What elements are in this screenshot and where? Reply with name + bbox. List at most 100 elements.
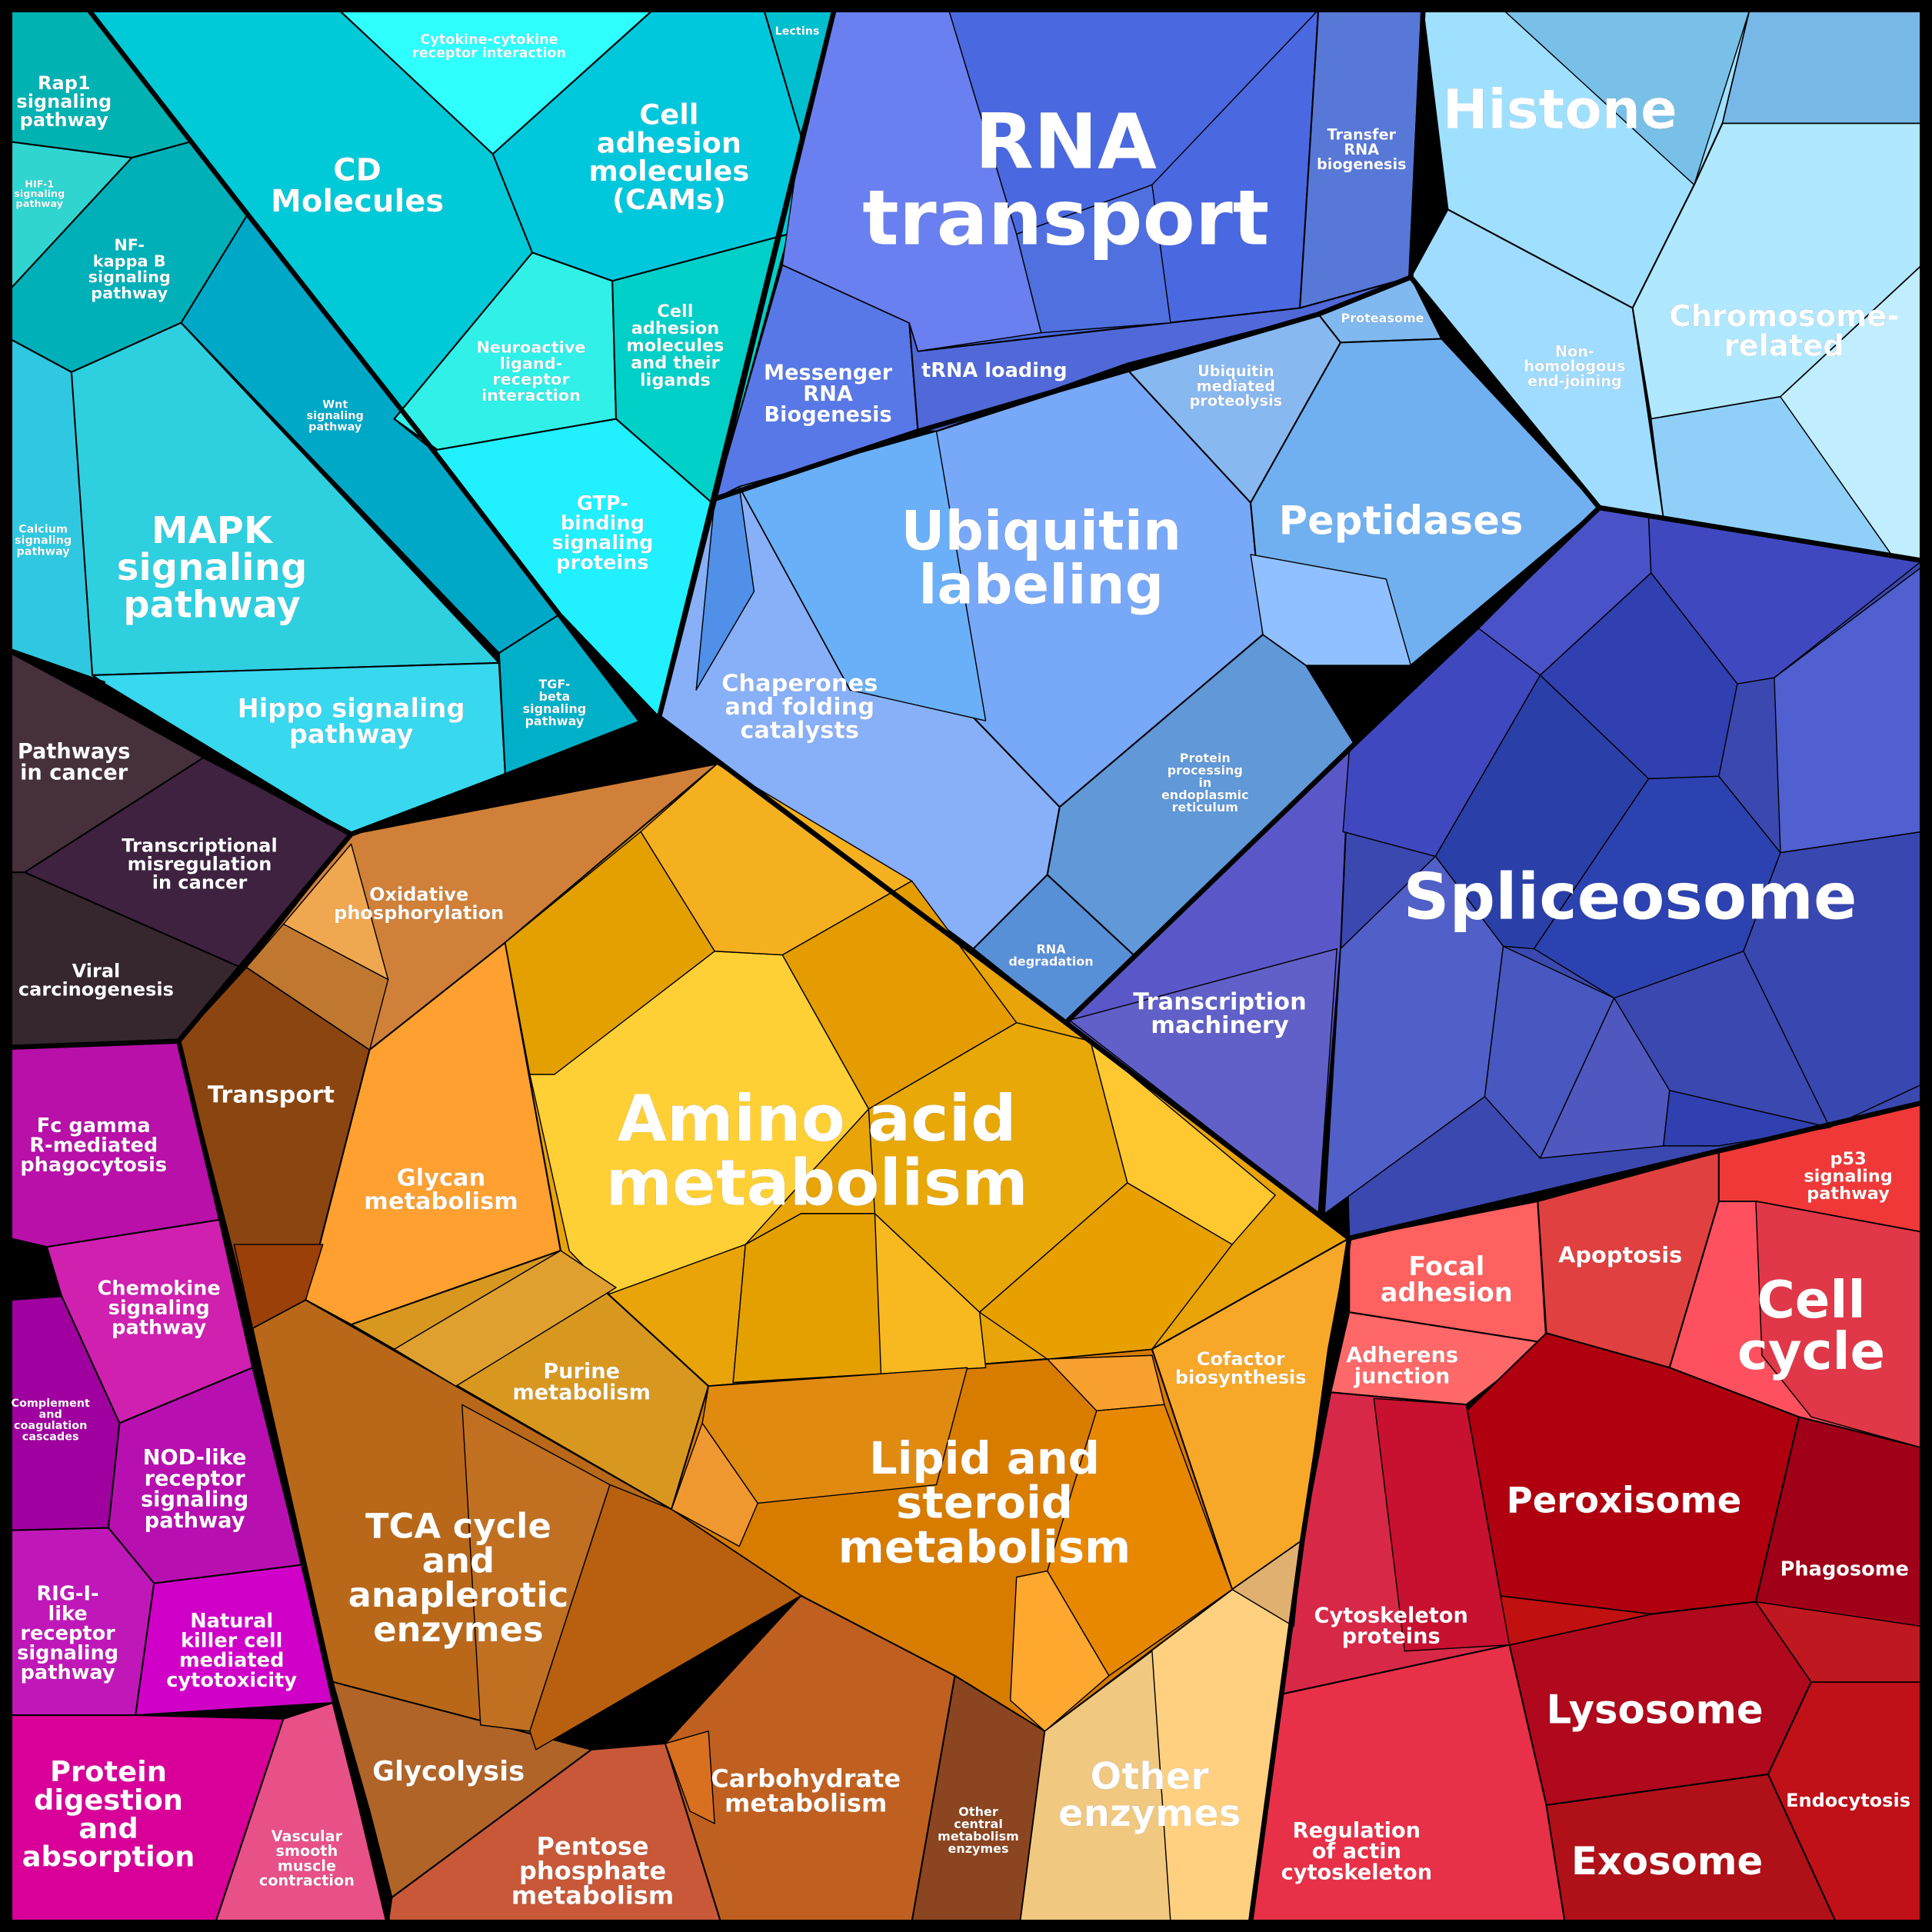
label-line: Proteasome — [1341, 311, 1424, 325]
label-line: biogenesis — [1317, 155, 1407, 173]
label-line: Endocytosis — [1786, 1790, 1910, 1811]
label-line: digestion — [34, 1784, 183, 1817]
label-line: Ubiquitin — [1198, 362, 1274, 380]
label-glycolysis: Glycolysis — [372, 1756, 525, 1787]
label-line: Chaperones — [721, 670, 878, 697]
label-peptidases: Peptidases — [1278, 498, 1523, 545]
label-line: Peroxisome — [1507, 1479, 1742, 1521]
label-line: Other — [1091, 1755, 1210, 1798]
label-line: metabolism — [511, 1880, 674, 1910]
subcell — [695, 486, 755, 691]
label-line: receptor interaction — [412, 45, 566, 61]
label-vascular: Vascular smooth muscle contraction — [259, 1827, 355, 1890]
label-line: degradation — [1008, 954, 1093, 968]
label-line: Amino acid — [618, 1081, 1017, 1156]
subcell — [665, 1730, 715, 1824]
label-line: like — [48, 1602, 87, 1625]
label-line: contraction — [259, 1872, 355, 1890]
label-neuro: Neuroactive ligand-receptor interaction — [476, 338, 585, 404]
subcells-layer — [233, 9, 1923, 1923]
label-phagosome: Phagosome — [1780, 1558, 1909, 1581]
label-line: tRNA loading — [921, 359, 1068, 382]
label-line: Vascular — [271, 1827, 343, 1845]
label-transmis: Transcriptional misregulation in cancer — [122, 835, 277, 894]
label-line: metabolism — [512, 1381, 651, 1404]
label-peroxisome: Peroxisome — [1507, 1479, 1742, 1521]
label-line: enzymes — [1058, 1792, 1241, 1835]
subgroup-border — [8, 648, 106, 687]
label-line: kappa B — [93, 251, 166, 270]
label-line: homologous — [1524, 358, 1625, 375]
label-oxphos: Oxidative phosphorylation — [334, 884, 504, 924]
label-line: killer cell — [181, 1630, 282, 1653]
label-line: labeling — [918, 554, 1164, 617]
subcell — [1373, 1397, 1511, 1652]
subcell — [1721, 9, 1923, 124]
label-line: pathway — [145, 1509, 245, 1533]
label-line: Natural — [190, 1610, 273, 1633]
label-line: Pathways — [18, 740, 131, 764]
label-endocytosis: Endocytosis — [1786, 1790, 1910, 1811]
label-line: Transcription — [1133, 989, 1306, 1016]
label-camlig: Cell adhesion molecules and their ligands — [626, 301, 724, 391]
label-cams: Cell adhesion molecules (CAMs) — [588, 98, 749, 216]
label-line: Peptidases — [1278, 498, 1523, 545]
label-line: Cell — [639, 98, 698, 131]
label-line: cytotoxicity — [166, 1669, 297, 1692]
label-line: absorption — [22, 1840, 195, 1874]
label-lectins: Lectins — [774, 25, 819, 38]
label-line: reticulum — [1172, 800, 1238, 814]
label-rnadeg: RNA degradation — [1008, 941, 1093, 968]
label-line: misregulation — [128, 854, 272, 875]
label-line: receptor — [492, 370, 570, 388]
label-line: RIG-I- — [37, 1583, 99, 1606]
label-line: Adherens — [1346, 1344, 1458, 1367]
label-trnaload: tRNA loading — [921, 359, 1068, 382]
label-rnatransport: RNA transport — [862, 98, 1269, 262]
label-line: signaling — [307, 410, 364, 422]
label-line: Other — [958, 1804, 998, 1819]
label-line: pathway — [123, 583, 301, 626]
label-line: (CAMs) — [612, 183, 726, 216]
label-line: steroid — [896, 1477, 1073, 1529]
label-line: Cytokine-cytokine — [420, 32, 558, 48]
label-line: pathway — [1807, 1184, 1890, 1204]
label-line: RNA — [1036, 941, 1066, 956]
label-line: CD — [333, 153, 381, 188]
label-line: mediated — [1197, 377, 1275, 395]
label-p53: p53 signaling pathway — [1804, 1149, 1892, 1204]
label-line: Exosome — [1571, 1839, 1763, 1884]
label-line: machinery — [1151, 1012, 1289, 1039]
label-hippo: Hippo signaling pathway — [238, 693, 465, 749]
label-line: Transport — [208, 1082, 335, 1109]
label-cytokine: Cytokine-cytokine receptor interaction — [412, 32, 566, 62]
label-calcium: Calcium signaling pathway — [15, 523, 72, 558]
label-line: in — [1198, 775, 1211, 790]
label-line: pathway — [308, 421, 362, 433]
label-line: Lysosome — [1546, 1687, 1763, 1733]
label-line: Focal — [1408, 1251, 1484, 1281]
label-lysosome: Lysosome — [1546, 1687, 1763, 1733]
label-line: signaling — [141, 1488, 248, 1512]
label-line: GTP- — [577, 492, 628, 515]
label-wnt: Wnt signaling pathway — [307, 399, 364, 434]
label-line: junction — [1354, 1364, 1451, 1388]
subcell — [245, 923, 389, 1051]
label-rig: RIG-I-like receptor signaling pathway — [17, 1583, 118, 1685]
subcell — [701, 1367, 968, 1504]
label-line: and their — [631, 353, 720, 373]
label-line: interaction — [481, 386, 581, 405]
label-line: signaling — [15, 535, 72, 547]
label-line: muscle — [278, 1857, 336, 1874]
label-line: metabolism — [838, 1521, 1131, 1573]
label-line: Protein — [1180, 751, 1231, 765]
label-line: in cancer — [152, 872, 248, 894]
label-line: and folding — [724, 694, 874, 721]
label-line: Molecules — [271, 184, 444, 219]
label-histone: Histone — [1443, 78, 1677, 141]
label-line: RNA — [975, 98, 1158, 186]
label-cd: CD Molecules — [271, 153, 444, 219]
